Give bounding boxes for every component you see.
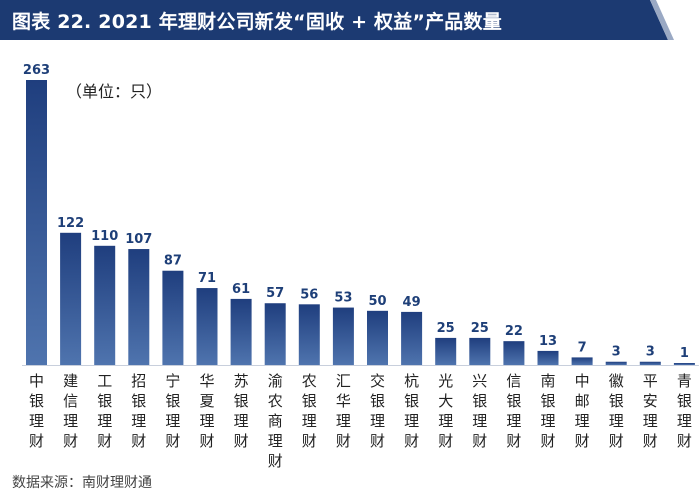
category-label: 中邮理财 <box>575 372 590 450</box>
bar-招银理财 <box>128 249 150 365</box>
bar-华夏理财 <box>196 288 218 365</box>
category-label: 汇华理财 <box>336 372 351 450</box>
bar-平安理财 <box>639 361 661 365</box>
category-label: 渝农商理财 <box>268 372 283 470</box>
category-label: 宁银理财 <box>165 372 180 450</box>
value-label: 263 <box>23 63 50 78</box>
value-label: 1 <box>680 346 689 361</box>
bar-中邮理财 <box>571 357 593 365</box>
bar-苏银理财 <box>230 298 252 365</box>
category-label: 交银理财 <box>370 372 385 450</box>
chart-title: 图表 22. 2021 年理财公司新发“固收 + 权益”产品数量 <box>12 11 502 33</box>
value-label: 87 <box>164 254 182 269</box>
category-label: 建信理财 <box>63 372 78 450</box>
title-banner-background <box>0 0 674 40</box>
unit-note: （单位：只） <box>66 82 163 101</box>
value-label: 25 <box>437 321 455 336</box>
value-label: 22 <box>505 324 523 339</box>
value-label: 56 <box>300 287 318 302</box>
category-label: 工银理财 <box>97 372 112 450</box>
bar-杭银理财 <box>401 311 423 365</box>
bar-青银理财 <box>673 363 695 365</box>
value-label: 3 <box>646 345 655 360</box>
value-label: 110 <box>91 229 118 244</box>
category-label: 徽银理财 <box>609 372 624 450</box>
category-label: 青银理财 <box>677 372 692 450</box>
bar-chart: 263中银理财122建信理财110工银理财107招银理财87宁银理财71华夏理财… <box>22 63 699 470</box>
bar-汇华理财 <box>332 307 354 365</box>
value-label: 13 <box>539 334 557 349</box>
category-label: 杭银理财 <box>404 372 419 450</box>
value-label: 107 <box>125 232 152 247</box>
value-label: 57 <box>266 286 284 301</box>
data-source: 数据来源：南财理财通 <box>12 475 152 491</box>
value-label: 61 <box>232 282 250 297</box>
bar-信银理财 <box>503 341 525 365</box>
bar-交银理财 <box>367 310 388 365</box>
category-label: 南银理财 <box>540 372 555 450</box>
value-label: 50 <box>368 294 386 309</box>
category-label: 农银理财 <box>302 372 317 450</box>
bar-建信理财 <box>60 232 82 365</box>
value-label: 7 <box>578 340 587 355</box>
value-label: 71 <box>198 271 216 286</box>
value-label: 49 <box>403 295 421 310</box>
category-label: 招银理财 <box>131 372 146 450</box>
category-label: 平安理财 <box>643 372 658 450</box>
bar-中银理财 <box>26 80 47 365</box>
bar-光大理财 <box>435 337 457 365</box>
bar-渝农商理财 <box>264 303 286 365</box>
category-label: 光大理财 <box>438 372 453 450</box>
category-label: 兴银理财 <box>472 372 487 450</box>
bar-徽银理财 <box>605 361 627 365</box>
value-label: 3 <box>612 345 621 360</box>
category-label: 信银理财 <box>506 372 521 450</box>
bar-宁银理财 <box>162 270 184 365</box>
title-banner: 图表 22. 2021 年理财公司新发“固收 + 权益”产品数量 <box>0 0 700 40</box>
bar-兴银理财 <box>469 337 491 365</box>
bar-农银理财 <box>298 304 320 365</box>
category-label: 中银理财 <box>29 372 44 450</box>
bar-南银理财 <box>537 350 559 365</box>
value-label: 122 <box>57 216 84 231</box>
category-label: 华夏理财 <box>199 372 214 450</box>
value-label: 53 <box>334 291 352 306</box>
value-label: 25 <box>471 321 489 336</box>
category-label: 苏银理财 <box>234 372 249 450</box>
bar-工银理财 <box>94 245 116 365</box>
